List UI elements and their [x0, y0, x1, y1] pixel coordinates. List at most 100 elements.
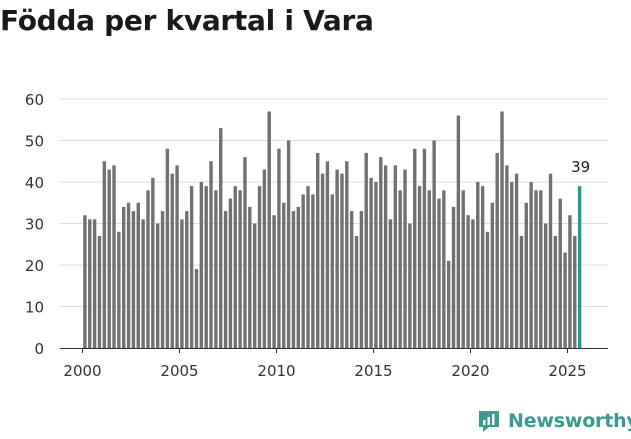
bar [568, 215, 572, 348]
bar [422, 148, 427, 348]
bar [267, 111, 271, 348]
bar [126, 202, 131, 348]
x-tick-label: 2000 [63, 362, 101, 380]
bar [417, 186, 422, 348]
bar [432, 140, 436, 348]
bar [563, 252, 567, 348]
bar [112, 165, 116, 348]
bar [131, 211, 136, 348]
bar [534, 190, 538, 348]
bar [354, 235, 359, 348]
bar [442, 190, 446, 348]
bar [510, 182, 514, 348]
bar [151, 177, 155, 348]
bar [325, 161, 330, 348]
highlight-value-label: 39 [571, 158, 590, 176]
bar [117, 231, 121, 348]
bar [461, 190, 465, 348]
bar [408, 223, 412, 348]
bar [548, 173, 553, 348]
bar [272, 215, 276, 348]
x-tick-label: 2005 [160, 362, 198, 380]
bar [214, 190, 218, 348]
bar [558, 198, 562, 348]
y-axis-ticks: 0 10 20 30 40 50 60 [25, 91, 44, 358]
bars [83, 111, 582, 348]
bar [286, 140, 291, 348]
brand-name: Newsworthy [508, 410, 631, 432]
bar [379, 157, 383, 348]
bar [257, 186, 262, 348]
bar [383, 165, 388, 348]
bar [340, 173, 344, 348]
bar [92, 219, 97, 348]
y-tick-label: 30 [25, 216, 44, 234]
bar [291, 211, 296, 348]
bar [248, 206, 252, 348]
bar-highlight [577, 186, 582, 348]
bar [88, 219, 92, 348]
bar [301, 194, 305, 348]
bar [194, 269, 199, 348]
x-axis: 2000 2005 2010 2015 2020 2025 [60, 348, 608, 380]
bar [471, 219, 475, 348]
bar [277, 148, 281, 348]
bar [446, 260, 451, 348]
bar [102, 161, 107, 348]
bar [480, 186, 485, 348]
bar [393, 165, 398, 348]
bar [175, 165, 179, 348]
newsworthy-logo-icon [479, 411, 499, 432]
x-tick-label: 2025 [548, 362, 586, 380]
bar [107, 169, 111, 348]
bar [539, 190, 543, 348]
y-tick-label: 40 [25, 174, 44, 192]
x-tick-label: 2015 [354, 362, 392, 380]
bar [388, 219, 393, 348]
bar [500, 111, 504, 348]
bar [165, 148, 170, 348]
bar [466, 215, 470, 348]
bar [476, 182, 480, 348]
bar [209, 161, 213, 348]
y-tick-label: 60 [25, 91, 44, 109]
bar [335, 169, 339, 348]
bar [122, 206, 126, 348]
y-tick-label: 0 [34, 340, 44, 358]
bar [155, 223, 160, 348]
bar [364, 152, 368, 348]
y-tick-label: 20 [25, 257, 44, 275]
bar [413, 148, 417, 348]
bar [529, 182, 533, 348]
bar [349, 211, 354, 348]
bar [282, 202, 286, 348]
bar [306, 186, 310, 348]
bar [311, 194, 315, 348]
bar [374, 182, 378, 348]
bar [223, 211, 228, 348]
bar [495, 152, 499, 348]
bar [189, 186, 194, 348]
bar [83, 215, 87, 348]
bar [403, 169, 407, 348]
bar [543, 223, 548, 348]
bar [185, 211, 189, 348]
bar [136, 202, 140, 348]
bar [141, 219, 145, 348]
bar [437, 198, 441, 348]
bar [398, 190, 402, 348]
bar [204, 186, 208, 348]
bar [160, 211, 165, 348]
bar [573, 235, 577, 348]
y-tick-label: 10 [25, 299, 44, 317]
x-tick-label: 2020 [451, 362, 489, 380]
bar [505, 165, 509, 348]
newsworthy-logo: Newsworthy [476, 408, 631, 434]
bar [296, 206, 301, 348]
bar [316, 152, 320, 348]
bar [519, 235, 524, 348]
bar [228, 198, 233, 348]
bar [170, 173, 174, 348]
bar [427, 190, 431, 348]
bar [456, 115, 461, 348]
